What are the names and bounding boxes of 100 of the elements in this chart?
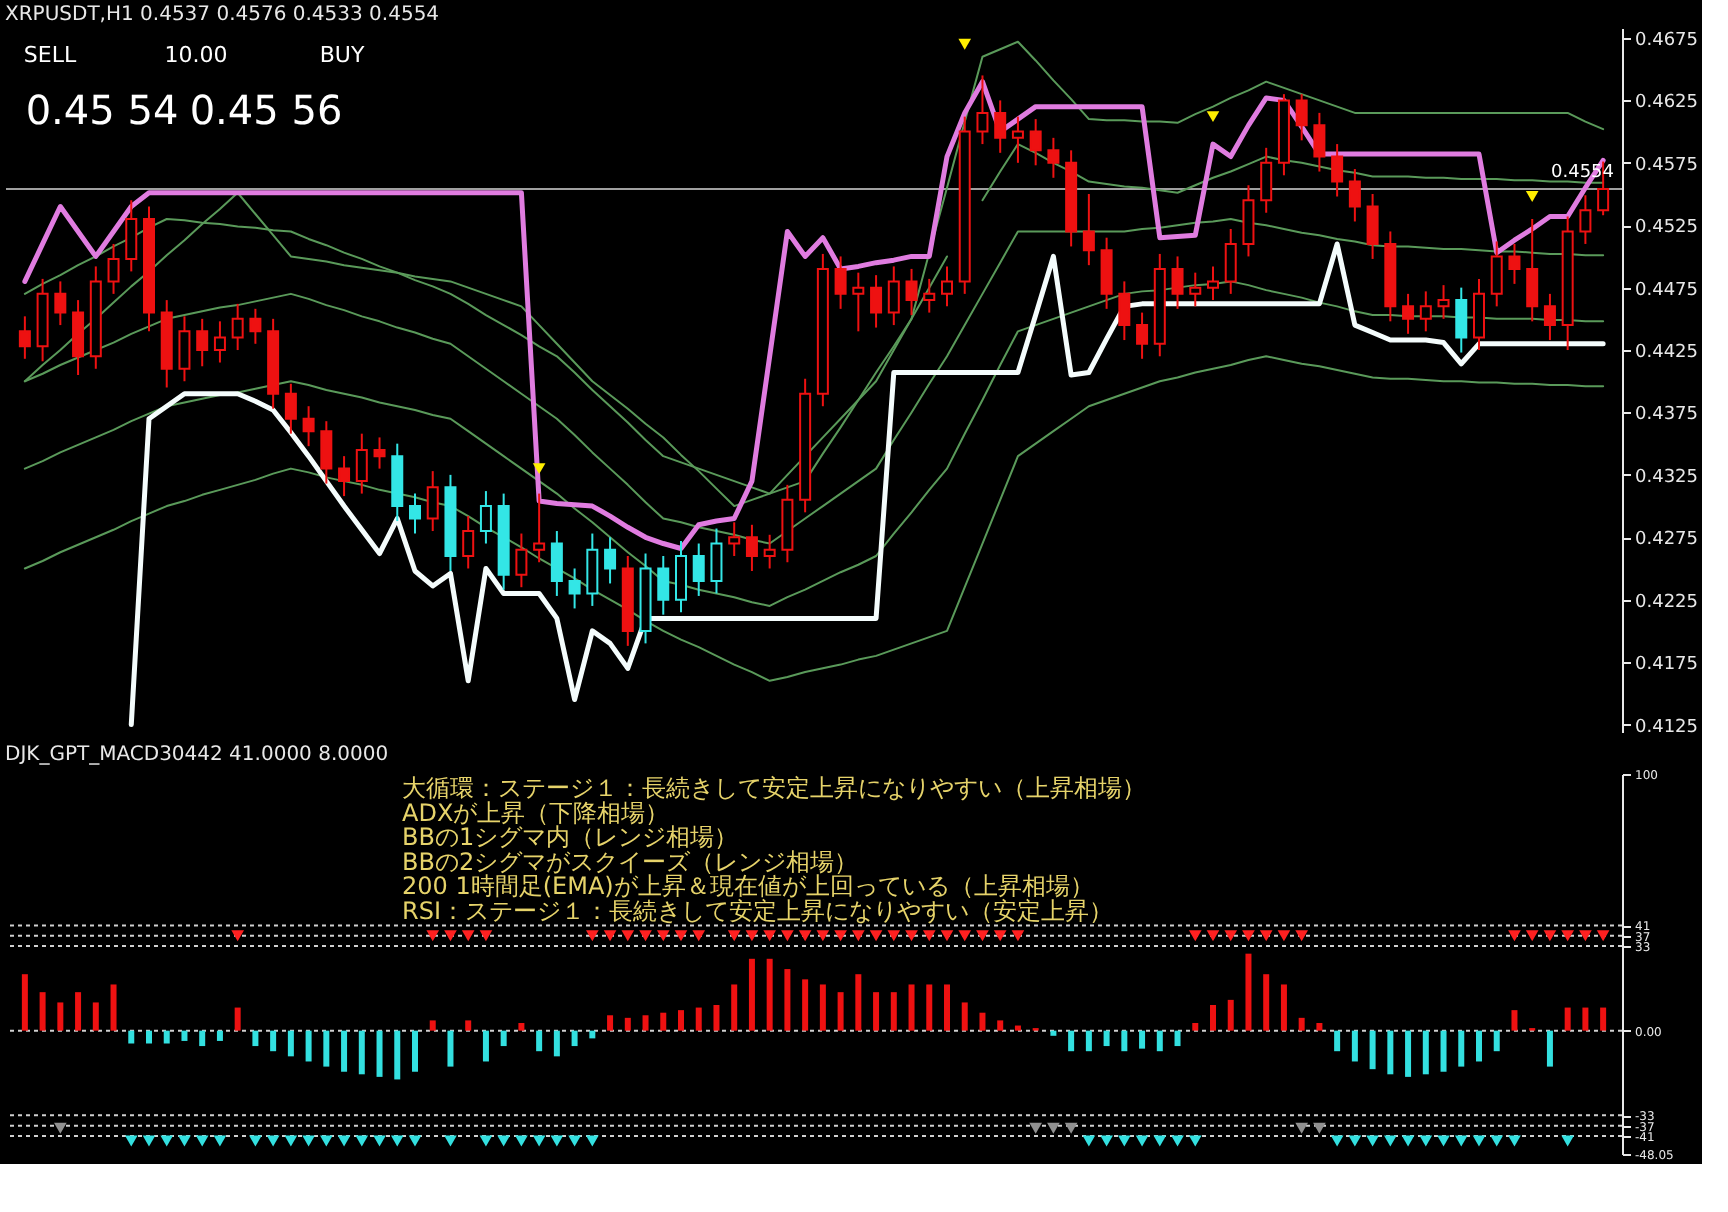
candlestick — [1366, 193, 1379, 260]
y-tick-label: 0.4125 — [1635, 717, 1698, 738]
candlestick — [213, 320, 226, 364]
candlestick — [1207, 265, 1219, 302]
bar — [1014, 1025, 1021, 1031]
point — [958, 38, 972, 50]
point — [976, 930, 989, 942]
candlestick — [409, 492, 421, 535]
candlestick — [657, 555, 670, 616]
bar — [607, 1015, 614, 1031]
bar — [376, 1030, 383, 1077]
candlestick — [284, 382, 297, 435]
point — [869, 930, 883, 942]
candlestick — [320, 420, 333, 485]
point — [656, 930, 670, 942]
point — [1348, 1135, 1362, 1147]
candlestick — [462, 515, 475, 570]
candlestick — [1490, 240, 1503, 308]
point — [1206, 930, 1220, 942]
candlestick — [302, 405, 315, 448]
point — [1259, 930, 1273, 942]
candlestick — [710, 527, 723, 595]
point — [1561, 930, 1574, 942]
bar — [518, 1022, 525, 1031]
point — [1100, 1135, 1113, 1147]
point — [1064, 1122, 1078, 1134]
point — [1277, 930, 1291, 942]
candlestick — [550, 530, 563, 597]
bar — [890, 992, 897, 1031]
candlestick — [373, 436, 386, 470]
bar — [713, 1005, 720, 1031]
point — [834, 930, 847, 942]
bar — [1511, 1010, 1518, 1031]
bar — [358, 1030, 365, 1075]
candlestick — [852, 271, 865, 333]
point — [1525, 930, 1539, 942]
y-tick-label: 0.4325 — [1635, 467, 1698, 488]
bar — [802, 979, 809, 1031]
point — [320, 1135, 333, 1147]
point — [993, 930, 1007, 942]
point — [816, 930, 830, 942]
point — [373, 1135, 386, 1147]
point — [1047, 1122, 1060, 1134]
annotation: 200 1時間足(EMA)が上昇＆現在値が上回っている（上昇相場） — [402, 872, 1094, 901]
y-tick-label: 0.4575 — [1635, 155, 1698, 176]
annotation: SELL — [23, 42, 78, 68]
bar — [305, 1030, 312, 1062]
bar — [323, 1030, 330, 1067]
bar — [855, 974, 862, 1031]
candlestick — [586, 532, 599, 607]
bar — [75, 992, 82, 1031]
point — [1313, 1122, 1326, 1134]
bar — [1582, 1007, 1589, 1031]
point — [781, 930, 794, 942]
bar — [465, 1020, 472, 1031]
bar — [1458, 1030, 1465, 1067]
point — [1384, 1135, 1397, 1147]
point — [1525, 191, 1539, 202]
candlestick — [1455, 286, 1468, 354]
candlestick — [1402, 292, 1415, 335]
bar — [1546, 1030, 1553, 1067]
point — [922, 930, 936, 942]
bar — [39, 992, 46, 1031]
point — [674, 930, 688, 942]
bar — [784, 969, 791, 1031]
bar — [287, 1030, 294, 1057]
annotation: BUY — [319, 42, 365, 68]
bar — [837, 992, 844, 1031]
bar — [110, 984, 117, 1031]
point — [1561, 1135, 1574, 1147]
point — [1437, 1135, 1450, 1147]
point — [1330, 1135, 1344, 1147]
point — [444, 930, 457, 942]
candlestick — [355, 432, 368, 495]
bar — [1422, 1030, 1429, 1075]
candlestick — [568, 567, 581, 610]
candlestick — [1136, 311, 1149, 360]
bar — [642, 1015, 649, 1031]
candlestick — [1047, 136, 1060, 179]
point — [905, 930, 918, 942]
point — [1454, 1135, 1468, 1147]
bar — [997, 1020, 1004, 1031]
bar — [181, 1030, 188, 1041]
bar — [1156, 1030, 1163, 1052]
point — [745, 930, 759, 942]
bar — [1280, 984, 1287, 1031]
candlestick — [196, 317, 209, 368]
candlestick — [763, 533, 776, 570]
point — [337, 1135, 351, 1147]
bar — [571, 1030, 578, 1047]
point — [1011, 930, 1025, 942]
point — [568, 1135, 581, 1147]
candlestick — [1526, 217, 1539, 323]
bar — [624, 1017, 631, 1031]
bar — [1440, 1030, 1447, 1072]
y-tick-label: 0.4625 — [1635, 93, 1698, 114]
bar — [447, 1030, 454, 1067]
candlestick — [1579, 194, 1592, 245]
bar — [926, 984, 933, 1031]
bar — [1600, 1007, 1607, 1031]
